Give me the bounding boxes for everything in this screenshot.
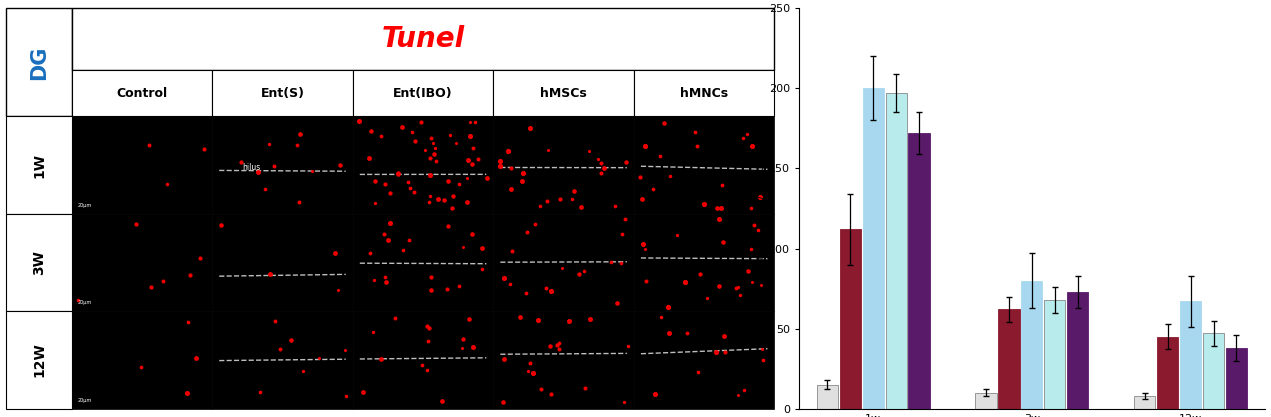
Bar (6, 214, 71, 311)
Bar (976, 393, 996, 409)
Text: 12W: 12W (32, 343, 46, 377)
Bar (817, 384, 838, 409)
Bar (634, 116, 774, 214)
Text: Tunel: Tunel (381, 25, 465, 53)
Text: Ent(IBO): Ent(IBO) (393, 87, 452, 100)
Bar (1134, 396, 1155, 409)
Bar (71, 116, 212, 214)
Bar (6, 311, 71, 409)
Bar (840, 229, 860, 409)
Bar (1045, 300, 1065, 409)
Bar (71, 214, 212, 311)
Bar (493, 70, 634, 116)
Bar (353, 116, 493, 214)
Bar (999, 309, 1019, 409)
Bar (353, 70, 493, 116)
Bar (1157, 337, 1178, 409)
Bar (493, 214, 634, 311)
Bar (71, 70, 212, 116)
Bar (863, 88, 883, 409)
Text: Ent(S): Ent(S) (261, 87, 305, 100)
Bar (1227, 348, 1247, 409)
Bar (212, 311, 353, 409)
Text: hMSCs: hMSCs (540, 87, 587, 100)
Bar (886, 93, 906, 409)
Bar (71, 311, 212, 409)
Bar (353, 311, 493, 409)
Bar (1068, 292, 1088, 409)
Bar (634, 311, 774, 409)
Text: 3W: 3W (32, 250, 46, 275)
Bar (353, 214, 493, 311)
Bar (1202, 334, 1224, 409)
Bar (493, 116, 634, 214)
Text: 20μm: 20μm (78, 300, 92, 305)
Bar (212, 116, 353, 214)
Text: hilus: hilus (243, 163, 261, 171)
Text: hMNCs: hMNCs (680, 87, 728, 100)
Bar (1022, 281, 1042, 409)
Bar (6, 8, 71, 116)
Bar (909, 133, 929, 409)
Text: Control: Control (117, 87, 168, 100)
Bar (71, 8, 774, 70)
Bar (6, 116, 71, 214)
Text: 20μm: 20μm (78, 398, 92, 403)
Text: DG: DG (29, 45, 50, 80)
Bar (212, 214, 353, 311)
Bar (1179, 301, 1201, 409)
Bar (634, 70, 774, 116)
Text: 20μm: 20μm (78, 203, 92, 208)
Bar (634, 214, 774, 311)
Bar (212, 70, 353, 116)
Text: 1W: 1W (32, 153, 46, 178)
Bar (493, 311, 634, 409)
Y-axis label: # of Tunel+  cells /Hippocampus: # of Tunel+ cells /Hippocampus (756, 124, 766, 293)
